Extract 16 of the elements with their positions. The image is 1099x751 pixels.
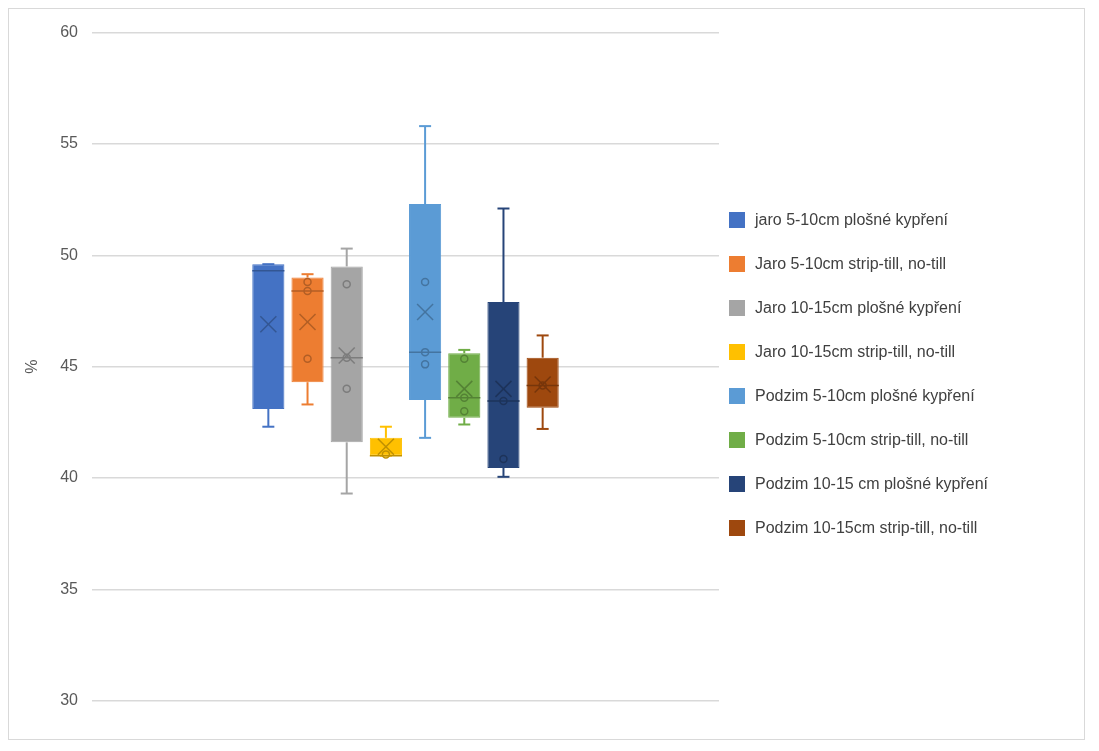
y-tick-label: 30 <box>60 691 79 709</box>
y-tick-label: 55 <box>60 134 79 152</box>
y-tick-label: 45 <box>60 357 79 375</box>
legend-label: Jaro 5-10cm strip-till, no-till <box>755 254 947 274</box>
y-tick-label: 60 <box>60 23 79 41</box>
y-tick-label: 50 <box>60 245 79 263</box>
legend-label: Podzim 10-15 cm plošné kypření <box>755 474 988 494</box>
legend-label: Podzim 5-10cm plošné kypření <box>755 386 975 406</box>
legend-label: jaro 5-10cm plošné kypření <box>755 210 948 230</box>
y-axis-title: % <box>23 359 41 374</box>
legend-label: Jaro 10-15cm strip-till, no-till <box>755 342 956 362</box>
y-tick-label: 35 <box>60 579 79 597</box>
legend-label: Jaro 10-15cm plošné kypření <box>755 298 962 318</box>
legend-label: Podzim 5-10cm strip-till, no-till <box>755 430 969 450</box>
y-tick-label: 40 <box>60 468 79 486</box>
legend-label: Podzim 10-15cm strip-till, no-till <box>755 518 978 538</box>
